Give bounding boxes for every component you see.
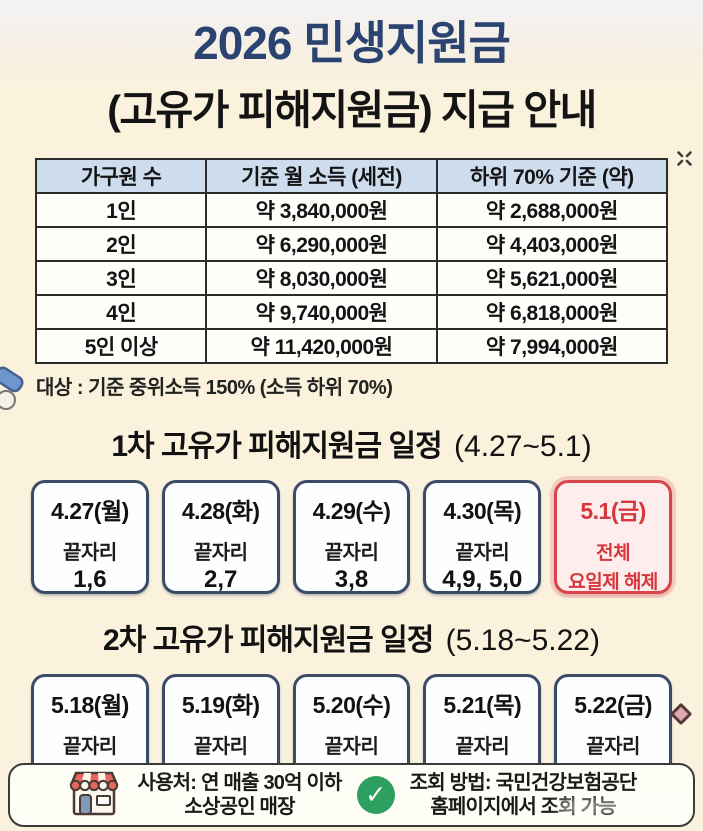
card-label: 끝자리 (586, 736, 640, 758)
table-header-cell: 가구원 수 (34, 158, 208, 194)
table-header-cell: 기준 월 소득 (세전) (205, 158, 438, 194)
table-cell: 약 6,818,000원 (435, 294, 669, 330)
check-icon: ✓ (356, 776, 395, 814)
card-digits: 4,9, 5,0 (442, 566, 523, 593)
page-title: 2026 민생지원금 (193, 17, 511, 69)
income-table: 가구원 수 기준 월 소득 (세전) 하위 70% 기준 (약) 1인 약 3,… (34, 158, 669, 364)
round2-title: 2차 고유가 피해지원금 일정 (5.18~5.22) (0, 615, 703, 659)
card-date: 4.29(수) (312, 498, 391, 524)
schedule-card: 4.29(수) 끝자리 3,8 (292, 480, 411, 594)
table-row: 2인 약 6,290,000원 약 4,403,000원 (34, 226, 669, 262)
method-text: 국민건강보험공단 (495, 772, 638, 794)
table-cell: 5인 이상 (34, 328, 208, 364)
method-label: 조회 방법: (409, 772, 492, 794)
table-cell: 약 7,994,000원 (435, 328, 669, 364)
table-row: 4인 약 9,740,000원 약 6,818,000원 (34, 294, 669, 330)
card-digits: 요일제 해제 (568, 572, 658, 593)
table-cell: 약 4,403,000원 (435, 226, 669, 262)
card-date: 5.20(수) (312, 692, 391, 718)
watermark-smudge (557, 799, 687, 815)
card-label: 전체 (596, 543, 631, 564)
table-header-cell: 하위 70% 기준 (약) (435, 158, 669, 194)
card-label: 끝자리 (193, 736, 248, 758)
card-date: 4.27(월) (51, 498, 129, 524)
usage-label: 사용처: (137, 772, 197, 794)
table-cell: 2인 (34, 226, 208, 262)
table-cell: 4인 (34, 294, 208, 330)
card-label: 끝자리 (455, 542, 510, 564)
table-cell: 약 3,840,000원 (205, 192, 438, 228)
table-cell: 약 9,740,000원 (205, 294, 438, 330)
card-date: 5.1(금) (580, 498, 646, 524)
table-row: 3인 약 8,030,000원 약 5,621,000원 (34, 260, 669, 296)
table-cell: 3인 (34, 260, 208, 296)
card-digits: 1,6 (73, 566, 107, 593)
table-cell: 약 11,420,000원 (205, 328, 438, 364)
card-digits: 3,8 (334, 566, 369, 593)
card-date: 5.21(목) (443, 692, 522, 718)
eligibility-note: 대상 : 기준 중위소득 150% (소득 하위 70%) (36, 377, 393, 399)
round1-title: 1차 고유가 피해지원금 일정 (4.27~5.1) (0, 421, 703, 465)
page-subtitle: (고유가 피해지원금) 지급 안내 (107, 87, 597, 133)
card-date: 4.30(목) (443, 498, 522, 524)
card-date: 5.18(월) (51, 692, 129, 718)
round1-date-range: (4.27~5.1) (454, 430, 592, 463)
card-date: 5.19(화) (181, 692, 260, 718)
table-cell: 약 5,621,000원 (435, 260, 669, 296)
card-label: 끝자리 (455, 736, 510, 758)
card-label: 끝자리 (63, 542, 117, 564)
table-cell: 약 2,688,000원 (435, 192, 669, 228)
table-cell: 약 8,030,000원 (205, 260, 438, 296)
card-label: 끝자리 (324, 542, 379, 564)
cursor-decoration-icon (0, 364, 33, 419)
schedule-card: 4.30(목) 끝자리 4,9, 5,0 (423, 480, 542, 594)
usage-info: 사용처: 연 매출 30억 이하 소상공인 매장 (137, 771, 342, 819)
schedule-card: 4.27(월) 끝자리 1,6 (31, 480, 149, 594)
card-date: 4.28(화) (181, 498, 260, 524)
sparkle-icon (676, 150, 693, 172)
round1-cards: 4.27(월) 끝자리 1,6 4.28(화) 끝자리 2,7 4.29(수) … (0, 480, 703, 594)
card-label: 끝자리 (324, 736, 379, 758)
round2-title-text: 2차 고유가 피해지원금 일정 (103, 624, 434, 657)
round1-title-text: 1차 고유가 피해지원금 일정 (111, 430, 442, 463)
usage-line2: 소상공인 매장 (184, 796, 295, 818)
table-row: 5인 이상 약 11,420,000원 약 7,994,000원 (34, 328, 669, 364)
round2-date-range: (5.18~5.22) (445, 624, 600, 657)
card-date: 5.22(금) (574, 692, 652, 718)
table-header-row: 가구원 수 기준 월 소득 (세전) 하위 70% 기준 (약) (34, 158, 669, 194)
support-payment-poster: 2026 민생지원금 (고유가 피해지원금) 지급 안내 가구원 수 기준 월 … (0, 17, 703, 827)
card-label: 끝자리 (63, 736, 117, 758)
table-cell: 1인 (34, 192, 208, 228)
table-row: 1인 약 3,840,000원 약 2,688,000원 (34, 192, 669, 228)
table-cell: 약 6,290,000원 (205, 226, 438, 262)
schedule-card-highlighted: 5.1(금) 전체 요일제 해제 (554, 480, 672, 594)
usage-text: 연 매출 30억 이하 (201, 772, 342, 794)
footer-banner: 사용처: 연 매출 30억 이하 소상공인 매장 ✓ 조회 방법: 국민건강보험공단… (8, 763, 695, 827)
card-digits: 2,7 (204, 566, 238, 593)
usage-line1: 사용처: 연 매출 30억 이하 (137, 771, 342, 795)
schedule-card: 4.28(화) 끝자리 2,7 (161, 480, 280, 594)
card-label: 끝자리 (193, 542, 248, 564)
method-line1: 조회 방법: 국민건강보험공단 (409, 771, 638, 795)
storefront-icon (66, 768, 122, 823)
